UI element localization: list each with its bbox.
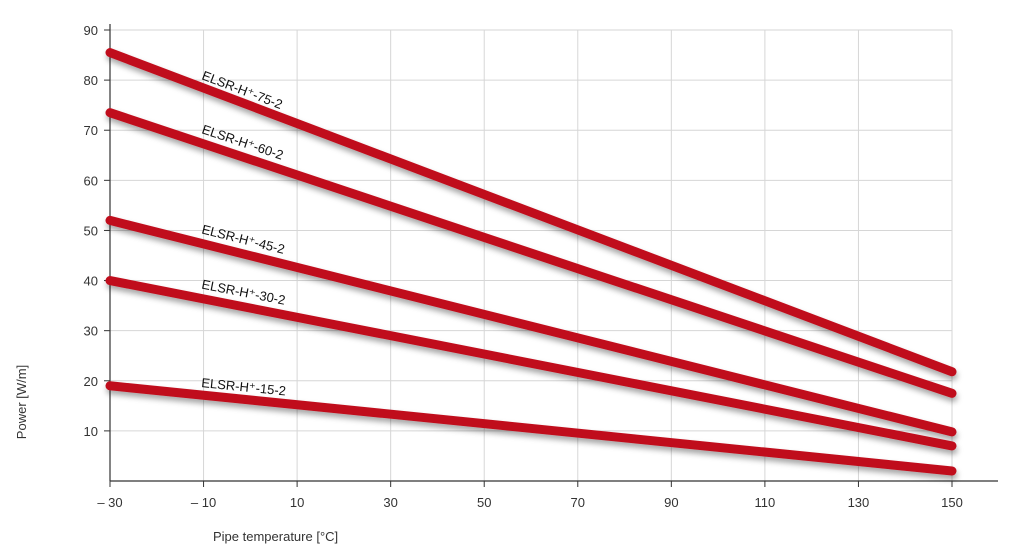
x-tick-label: 50 (477, 495, 491, 510)
y-tick-label: 90 (84, 23, 98, 38)
x-tick-label: 10 (290, 495, 304, 510)
y-tick-label: 80 (84, 73, 98, 88)
x-tick-label: 110 (755, 495, 776, 510)
y-tick-label: 20 (84, 374, 98, 389)
series-line (105, 108, 957, 398)
series-line (105, 381, 957, 476)
y-tick-label: 40 (84, 274, 98, 289)
series-line (105, 48, 957, 377)
x-axis-title: Pipe temperature [°C] (213, 529, 338, 544)
x-tick-label: 30 (383, 495, 397, 510)
y-axis-title: Power [W/m] (14, 365, 29, 439)
y-tick-label: 60 (84, 173, 98, 188)
series-line (105, 215, 957, 437)
y-tick-label: 30 (84, 324, 98, 339)
y-tick-label: 70 (84, 123, 98, 138)
series-line (105, 276, 957, 451)
y-tick-label: 10 (84, 424, 98, 439)
x-tick-label: – 30 (97, 495, 122, 510)
x-tick-label: 70 (571, 495, 585, 510)
axes: 10 20 30 40 50 60 70 80 90 – 30 – 10 10 30 50 70 90 110 1… (84, 23, 998, 510)
series-lines (105, 48, 957, 476)
x-tick-label: – 10 (191, 495, 216, 510)
grid (110, 29, 953, 481)
x-tick-label: 130 (848, 495, 870, 510)
x-tick-label: 150 (941, 495, 963, 510)
x-tick-label: 90 (664, 495, 678, 510)
y-tick-label: 50 (84, 223, 98, 238)
